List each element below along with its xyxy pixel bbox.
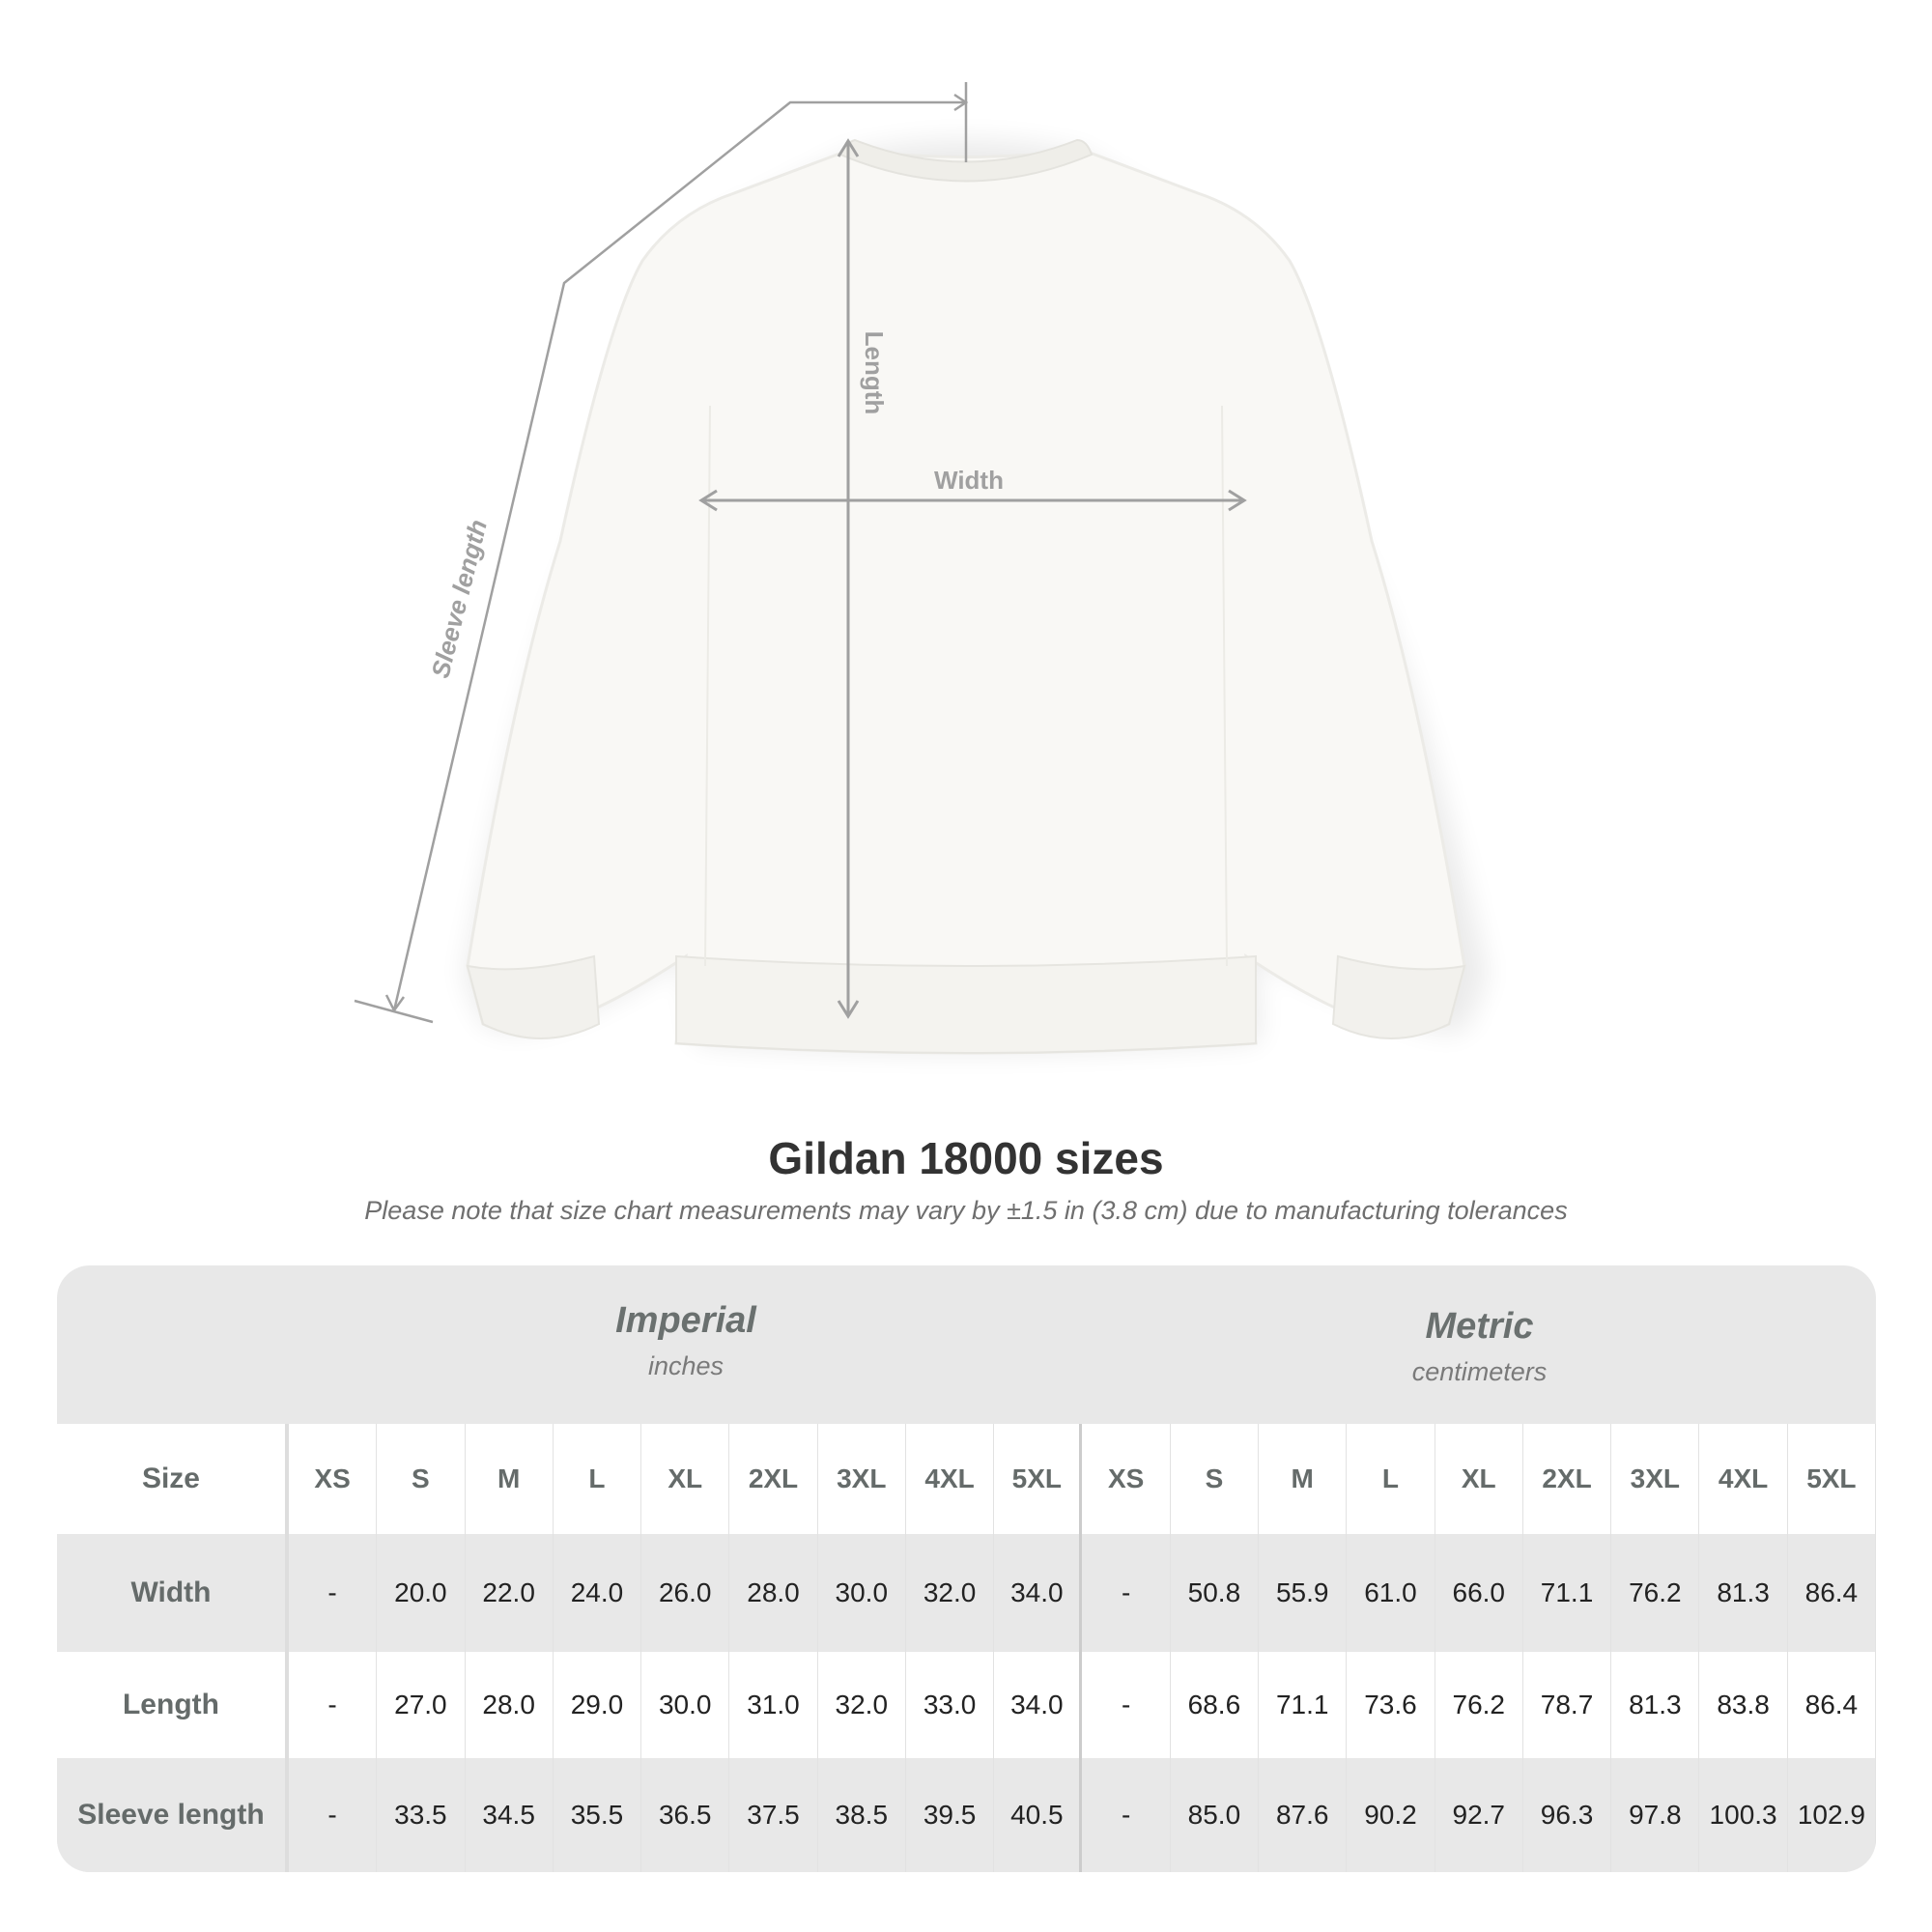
length-measure-line — [837, 138, 860, 1019]
metric-size-header: 5XL — [1788, 1424, 1876, 1534]
imperial-value-cell: 22.0 — [466, 1534, 554, 1652]
metric-value-cell: 81.3 — [1611, 1652, 1700, 1758]
metric-value-cell: 71.1 — [1259, 1652, 1348, 1758]
metric-value-cell: 86.4 — [1788, 1652, 1876, 1758]
imperial-size-header: 5XL — [994, 1424, 1083, 1534]
metric-value-cell: 85.0 — [1171, 1758, 1260, 1872]
sleeve-length-measure-line — [354, 82, 969, 1024]
row-label: Sleeve length — [57, 1758, 289, 1872]
metric-value-cell: 92.7 — [1435, 1758, 1523, 1872]
metric-value-cell: 78.7 — [1523, 1652, 1612, 1758]
metric-unit: centimeters — [1411, 1357, 1548, 1386]
size-chart-table: Imperial inches Metric centimeters Size … — [57, 1265, 1876, 1872]
metric-value-cell: 87.6 — [1259, 1758, 1348, 1872]
width-label: Width — [934, 466, 1004, 495]
imperial-size-header: XS — [289, 1424, 378, 1534]
imperial-value-cell: 32.0 — [818, 1652, 906, 1758]
metric-value-cell: 73.6 — [1347, 1652, 1435, 1758]
metric-value-cell: 102.9 — [1788, 1758, 1876, 1872]
metric-size-header: 2XL — [1523, 1424, 1612, 1534]
length-label: Length — [860, 331, 889, 415]
imperial-value-cell: 29.0 — [554, 1652, 642, 1758]
metric-value-cell: 50.8 — [1171, 1534, 1260, 1652]
size-label: Size — [57, 1424, 289, 1534]
imperial-size-header: XL — [641, 1424, 730, 1534]
imperial-unit: inches — [647, 1351, 724, 1380]
metric-value-cell: 76.2 — [1611, 1534, 1700, 1652]
imperial-value-cell: 35.5 — [554, 1758, 642, 1872]
size-header-row: Size XS S M L XL 2XL 3XL 4XL 5XL XS S M L XL 2XL 3XL 4XL… — [57, 1424, 1876, 1534]
table-row: Width -20.0 22.0 24.0 26.0 28.0 30.0 32.0 34.0-5… — [57, 1534, 1876, 1652]
imperial-value-cell: 26.0 — [641, 1534, 730, 1652]
imperial-title: Imperial — [615, 1300, 756, 1341]
imperial-value-cell: 34.5 — [466, 1758, 554, 1872]
imperial-value-cell: 36.5 — [641, 1758, 730, 1872]
tolerance-note: Please note that size chart measurements… — [364, 1196, 1568, 1225]
imperial-value-cell: 20.0 — [377, 1534, 466, 1652]
imperial-value-cell: 27.0 — [377, 1652, 466, 1758]
table-row: Length -27.0 28.0 29.0 30.0 31.0 32.0 33.0 34.0-… — [57, 1652, 1876, 1758]
metric-value-cell: 71.1 — [1523, 1534, 1612, 1652]
imperial-size-header: 4XL — [906, 1424, 995, 1534]
imperial-header: Imperial inches — [289, 1300, 1083, 1381]
metric-value-cell: - — [1082, 1534, 1171, 1652]
metric-value-cell: - — [1082, 1652, 1171, 1758]
imperial-value-cell: 30.0 — [641, 1652, 730, 1758]
metric-title: Metric — [1425, 1306, 1534, 1347]
imperial-size-header: L — [554, 1424, 642, 1534]
row-label: Width — [57, 1534, 289, 1652]
imperial-value-cell: 33.0 — [906, 1652, 995, 1758]
imperial-value-cell: - — [289, 1758, 378, 1872]
sweatshirt-diagram: Width Length Sleeve length — [354, 82, 1488, 1055]
imperial-value-cell: 24.0 — [554, 1534, 642, 1652]
metric-size-header: 3XL — [1611, 1424, 1700, 1534]
imperial-value-cell: 40.5 — [994, 1758, 1083, 1872]
imperial-value-cell: 38.5 — [818, 1758, 906, 1872]
imperial-value-cell: 34.0 — [994, 1534, 1083, 1652]
imperial-size-header: 2XL — [729, 1424, 818, 1534]
imperial-value-cell: 39.5 — [906, 1758, 995, 1872]
metric-value-cell: 61.0 — [1347, 1534, 1435, 1652]
metric-header: Metric centimeters — [1083, 1306, 1876, 1387]
imperial-value-cell: 33.5 — [377, 1758, 466, 1872]
metric-value-cell: 96.3 — [1523, 1758, 1612, 1872]
metric-value-cell: 100.3 — [1699, 1758, 1788, 1872]
metric-size-header: S — [1171, 1424, 1260, 1534]
sweatshirt-illustration — [464, 138, 1488, 1055]
imperial-value-cell: 30.0 — [818, 1534, 906, 1652]
imperial-size-header: 3XL — [818, 1424, 906, 1534]
metric-size-header: L — [1347, 1424, 1435, 1534]
sleeve-length-label: Sleeve length — [425, 517, 493, 681]
metric-value-cell: 81.3 — [1699, 1534, 1788, 1652]
table-row: Sleeve length -33.5 34.5 35.5 36.5 37.5 38.5 39… — [57, 1758, 1876, 1872]
metric-value-cell: 66.0 — [1435, 1534, 1523, 1652]
imperial-value-cell: 31.0 — [729, 1652, 818, 1758]
width-measure-line — [698, 489, 1247, 512]
page-title: Gildan 18000 sizes — [768, 1133, 1164, 1183]
imperial-size-header: M — [466, 1424, 554, 1534]
metric-value-cell: - — [1082, 1758, 1171, 1872]
imperial-value-cell: 28.0 — [466, 1652, 554, 1758]
imperial-size-header: S — [377, 1424, 466, 1534]
metric-value-cell: 83.8 — [1699, 1652, 1788, 1758]
imperial-value-cell: - — [289, 1534, 378, 1652]
imperial-value-cell: 37.5 — [729, 1758, 818, 1872]
metric-value-cell: 68.6 — [1171, 1652, 1260, 1758]
metric-size-header: M — [1259, 1424, 1348, 1534]
metric-size-header: XL — [1435, 1424, 1523, 1534]
imperial-value-cell: 34.0 — [994, 1652, 1083, 1758]
metric-value-cell: 86.4 — [1788, 1534, 1876, 1652]
metric-value-cell: 76.2 — [1435, 1652, 1523, 1758]
metric-size-header: 4XL — [1699, 1424, 1788, 1534]
metric-size-header: XS — [1082, 1424, 1171, 1534]
metric-value-cell: 55.9 — [1259, 1534, 1348, 1652]
imperial-value-cell: 28.0 — [729, 1534, 818, 1652]
imperial-value-cell: - — [289, 1652, 378, 1758]
imperial-value-cell: 32.0 — [906, 1534, 995, 1652]
metric-value-cell: 90.2 — [1347, 1758, 1435, 1872]
metric-value-cell: 97.8 — [1611, 1758, 1700, 1872]
row-label: Length — [57, 1652, 289, 1758]
